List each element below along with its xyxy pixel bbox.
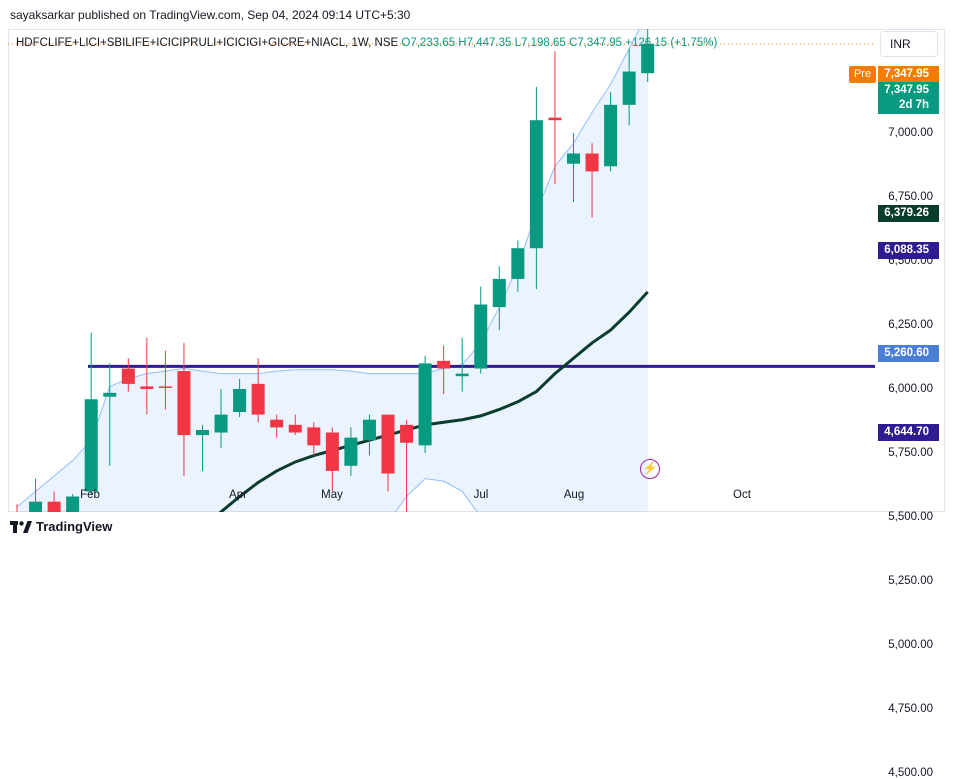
candle-body xyxy=(196,429,209,436)
candle-body xyxy=(270,419,284,428)
last-price-label: 7,347.95 2d 7h xyxy=(878,82,939,114)
lower-band-price-label: 5,260.60 xyxy=(878,345,939,362)
candle-body xyxy=(455,373,469,377)
candle-body xyxy=(548,117,562,121)
candle-body xyxy=(622,71,636,105)
last-price-value: 7,347.95 xyxy=(884,84,929,96)
y-tick-label: 6,000.00 xyxy=(888,383,933,395)
candle-body xyxy=(529,120,543,249)
y-tick-label: 4,500.00 xyxy=(888,767,933,779)
y-tick-label: 6,750.00 xyxy=(888,191,933,203)
x-tick-label: May xyxy=(321,489,343,501)
candle-body xyxy=(362,419,376,441)
y-tick-label: 4,750.00 xyxy=(888,703,933,715)
y-tick-label: 6,250.00 xyxy=(888,319,933,331)
candle-body xyxy=(474,304,488,369)
candle-body xyxy=(233,389,247,413)
candle-body xyxy=(567,153,580,164)
events-lightning-icon[interactable]: ⚡ xyxy=(640,459,660,479)
candle-body xyxy=(177,371,191,436)
candle-body xyxy=(103,392,117,397)
candle-body xyxy=(585,153,599,172)
tradingview-logo-icon xyxy=(10,520,32,533)
bar-countdown: 2d 7h xyxy=(898,99,929,111)
candle-body xyxy=(325,432,339,471)
y-tick-label: 5,000.00 xyxy=(888,639,933,651)
chart-legend: HDFCLIFE+LICI+SBILIFE+ICICIPRULI+ICICIGI… xyxy=(16,37,717,49)
y-tick-label: 5,750.00 xyxy=(888,447,933,459)
candle-body xyxy=(84,399,98,492)
candle-body xyxy=(381,414,395,474)
candle-body xyxy=(344,437,358,466)
candle-body xyxy=(140,386,154,389)
legend-low: L7,198.65 xyxy=(514,37,566,49)
candle-body xyxy=(288,424,302,433)
candle-body xyxy=(121,368,135,384)
candle-body xyxy=(29,501,43,512)
candle-body xyxy=(158,386,172,388)
y-tick-label: 5,500.00 xyxy=(888,511,933,523)
candle-body xyxy=(437,360,451,369)
candle-body xyxy=(66,496,80,512)
pre-market-badge: Pre xyxy=(849,66,876,83)
candle-body xyxy=(418,363,432,446)
x-tick-label: Aug xyxy=(563,489,585,501)
candle-body xyxy=(307,427,321,446)
y-tick-label: 7,000.00 xyxy=(888,127,933,139)
legend-change: +126.15 (+1.75%) xyxy=(625,37,718,49)
x-tick-label: Apr xyxy=(229,489,247,501)
y-tick-label: 5,250.00 xyxy=(888,575,933,587)
legend-high: H7,447.35 xyxy=(458,37,512,49)
footer-brand[interactable]: TradingView xyxy=(10,519,112,534)
level2-price-label: 4,644.70 xyxy=(878,424,939,441)
candle-body xyxy=(641,43,655,74)
candle-body xyxy=(47,501,61,512)
legend-symbol: HDFCLIFE+LICI+SBILIFE+ICICIPRULI+ICICIGI… xyxy=(16,37,399,49)
footer-brand-text: TradingView xyxy=(36,519,113,534)
candle-body xyxy=(214,414,228,433)
candle-body xyxy=(604,104,618,167)
pre-price-label: 7,347.95 xyxy=(878,66,939,83)
candle-body xyxy=(492,278,506,308)
level1-price-label: 6,088.35 xyxy=(878,242,939,259)
candle-body xyxy=(511,248,525,279)
x-tick-label: Jul xyxy=(473,489,489,501)
band-fill xyxy=(17,29,648,512)
sma-price-label: 6,379.26 xyxy=(878,205,939,222)
plot-area[interactable] xyxy=(8,29,875,512)
chart-svg xyxy=(8,29,875,512)
x-tick-label: Oct xyxy=(733,489,751,501)
x-tick-label: Feb xyxy=(80,489,100,501)
legend-open: O7,233.65 xyxy=(401,37,456,49)
currency-selector[interactable]: INR xyxy=(880,31,938,57)
candle-body xyxy=(251,383,265,415)
legend-close: C7,347.95 xyxy=(568,37,623,49)
publish-info: sayaksarkar published on TradingView.com… xyxy=(10,8,411,22)
candle-body xyxy=(400,424,414,443)
